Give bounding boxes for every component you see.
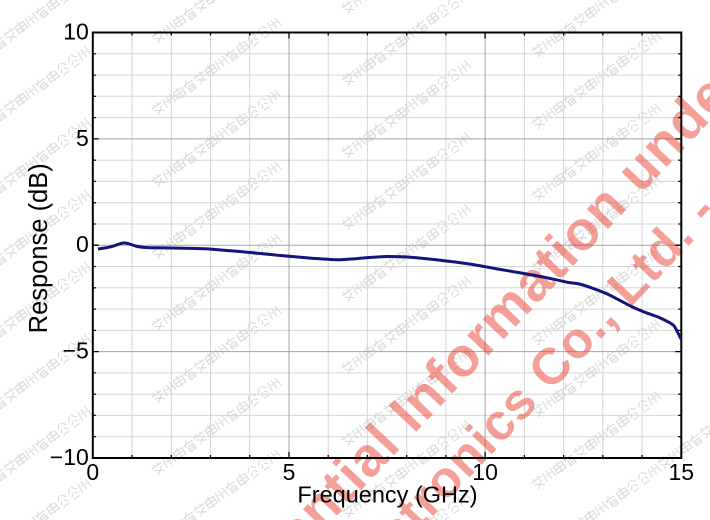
svg-text:15: 15 [669,459,695,485]
svg-text:−5: −5 [63,338,89,364]
svg-text:5: 5 [76,125,89,151]
svg-text:Response (dB): Response (dB) [25,163,53,333]
svg-text:10: 10 [63,19,89,45]
svg-text:Frequency (GHz): Frequency (GHz) [297,482,477,508]
svg-text:−10: −10 [50,444,89,470]
svg-text:5: 5 [283,459,296,485]
svg-text:0: 0 [86,459,99,485]
svg-text:10: 10 [472,459,498,485]
svg-text:0: 0 [76,231,89,257]
